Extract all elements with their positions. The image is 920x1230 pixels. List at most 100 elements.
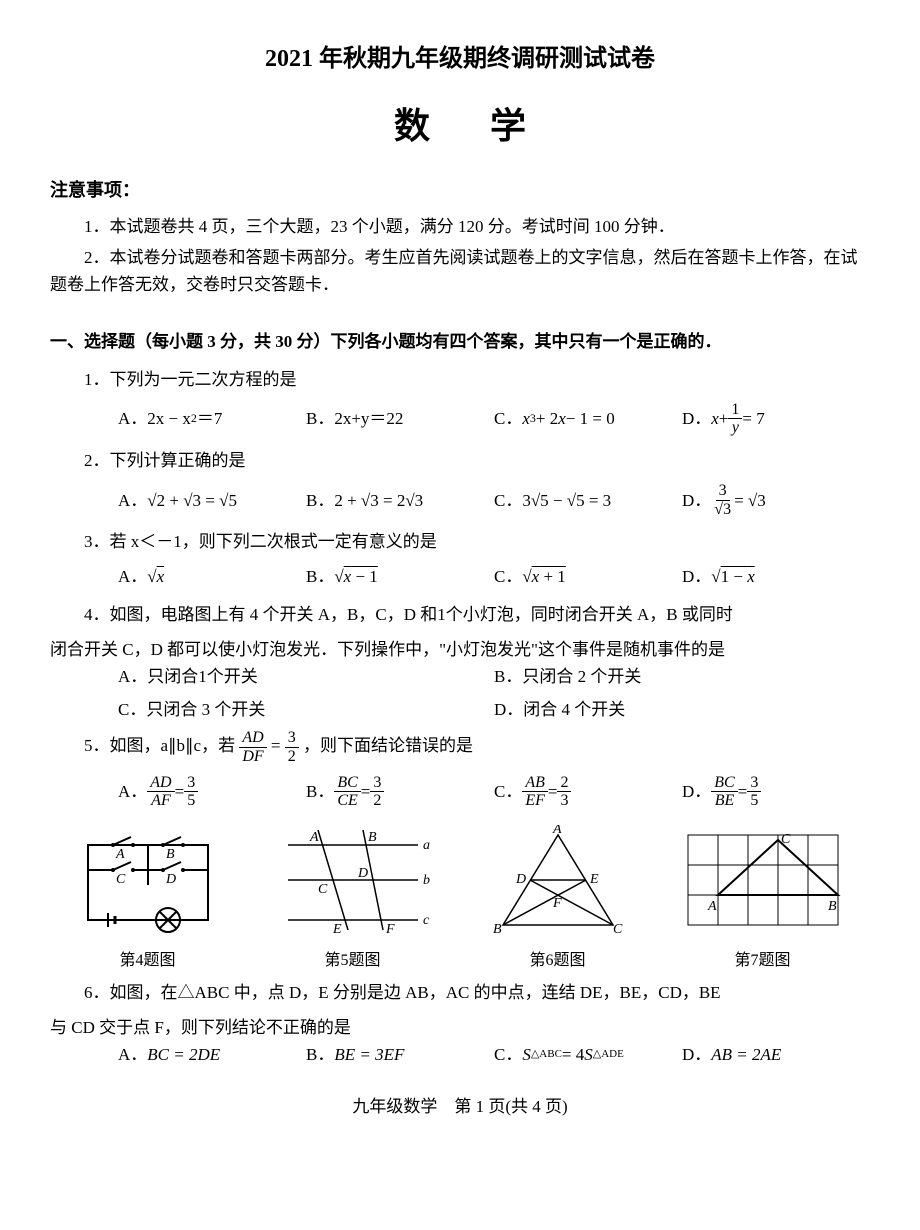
figure-7-caption: 第7题图 bbox=[678, 948, 848, 974]
q6-a-expr: BC = 2DE bbox=[147, 1041, 220, 1068]
q6-opt-b: B．BE = 3EF bbox=[306, 1041, 494, 1068]
q1-d-frac: 1y bbox=[728, 401, 742, 437]
q6-opt-c: C．S△ABC = 4S△ADE bbox=[494, 1041, 682, 1068]
q5-c-n: AB bbox=[522, 774, 548, 793]
question-6-stem-2: 与 CD 交于点 F，则下列结论不正确的是 bbox=[50, 1014, 870, 1041]
q2-opt-a: A．√2 + √3 = √5 bbox=[118, 487, 306, 514]
q5-d-rd: 5 bbox=[747, 792, 761, 810]
q2-opt-d: D． 3√3 = √3 bbox=[682, 482, 870, 518]
q6-b-pre: B． bbox=[306, 1041, 334, 1068]
q1-d-x: x bbox=[711, 405, 719, 432]
svg-text:B: B bbox=[368, 830, 377, 845]
q6-c-eq: = 4 bbox=[562, 1041, 584, 1068]
q5-f1-den: DF bbox=[239, 748, 266, 766]
q5-a-rn: 3 bbox=[184, 774, 198, 793]
q1-c-post: − 1 = 0 bbox=[566, 405, 615, 432]
svg-text:D: D bbox=[165, 872, 176, 887]
question-1-options: A．2x − x2＝7 B．2x+y＝22 C．x3 + 2x − 1 = 0 … bbox=[118, 401, 870, 437]
q5-stem-mid: = bbox=[271, 736, 285, 755]
question-6-stem-1: 6．如图，在△ABC 中，点 D，E 分别是边 AB，AC 的中点，连结 DE，… bbox=[50, 979, 870, 1006]
q1-opt-a: A．2x − x2＝7 bbox=[118, 405, 306, 432]
q1-d-eq: = 7 bbox=[742, 405, 764, 432]
svg-text:A: A bbox=[552, 825, 562, 837]
q3-d-x: x bbox=[747, 567, 755, 586]
q3-opt-b: B．√x − 1 bbox=[306, 563, 494, 590]
q1-c-x2: x bbox=[558, 405, 566, 432]
q3-c-post: + 1 bbox=[539, 567, 566, 586]
q2-d-den: √3 bbox=[711, 501, 734, 519]
q5-d-rn: 3 bbox=[747, 774, 761, 793]
q5-d-n: BC bbox=[711, 774, 737, 793]
question-4-stem-2: 闭合开关 C，D 都可以使小灯泡发光．下列操作中，"小灯泡发光"这个事件是随机事… bbox=[50, 636, 870, 663]
figure-4-caption: 第4题图 bbox=[73, 948, 223, 974]
q1-a-post: ＝7 bbox=[197, 405, 223, 432]
svg-text:E: E bbox=[332, 922, 342, 935]
q1-opt-c: C．x3 + 2x − 1 = 0 bbox=[494, 405, 682, 432]
q5-a-rd: 5 bbox=[184, 792, 198, 810]
svg-text:F: F bbox=[552, 896, 562, 911]
svg-text:A: A bbox=[707, 899, 717, 914]
q5-d-eq: = bbox=[738, 778, 748, 805]
svg-text:B: B bbox=[493, 922, 502, 935]
q3-a-x: x bbox=[157, 563, 165, 590]
q3-opt-a: A．√x bbox=[118, 563, 306, 590]
q6-c-s1: S bbox=[522, 1041, 531, 1068]
q5-b-n: BC bbox=[334, 774, 360, 793]
q5-f2-den: 2 bbox=[285, 748, 299, 766]
q3-b-post: − 1 bbox=[351, 567, 378, 586]
svg-text:C: C bbox=[781, 832, 791, 847]
svg-text:B: B bbox=[828, 899, 837, 914]
q6-d-pre: D． bbox=[682, 1041, 711, 1068]
figure-6-caption: 第6题图 bbox=[483, 948, 633, 974]
notice-item-2: 2．本试卷分试题卷和答题卡两部分。考生应首先阅读试题卷上的文字信息，然后在答题卡… bbox=[50, 244, 870, 298]
q6-c-sub2: △ADE bbox=[593, 1046, 624, 1064]
q5-a-pre: A． bbox=[118, 778, 147, 805]
notice-header: 注意事项： bbox=[50, 176, 870, 205]
q1-opt-b: B．2x+y＝22 bbox=[306, 405, 494, 432]
figure-7: A B C 第7题图 bbox=[678, 825, 848, 974]
q6-c-sub1: △ABC bbox=[531, 1046, 562, 1064]
q5-a-n: AD bbox=[147, 774, 174, 793]
notice-item-1: 1．本试题卷共 4 页，三个大题，23 个小题，满分 120 分。考试时间 10… bbox=[50, 213, 870, 240]
figure-5-svg: A B a C D b E F c bbox=[268, 825, 438, 935]
svg-text:C: C bbox=[613, 922, 623, 935]
q5-b-eq: = bbox=[361, 778, 371, 805]
q3-a-pre: A．√ bbox=[118, 563, 157, 590]
question-3-stem: 3．若 x＜－1，则下列二次根式一定有意义的是 bbox=[84, 528, 870, 555]
svg-text:C: C bbox=[116, 872, 126, 887]
svg-text:c: c bbox=[423, 913, 430, 928]
question-6-options: A．BC = 2DE B．BE = 3EF C．S△ABC = 4S△ADE D… bbox=[118, 1041, 870, 1068]
q1-c-pre: C． bbox=[494, 405, 522, 432]
q5-f2-num: 3 bbox=[285, 729, 299, 748]
q6-c-pre: C． bbox=[494, 1041, 522, 1068]
q5-stem-frac2: 32 bbox=[285, 729, 299, 765]
q3-d-pre: D．√ bbox=[682, 563, 721, 590]
figures-row: A B C D 第4题图 A B a C D b E F c 第5题图 bbox=[50, 825, 870, 974]
q2-d-frac: 3√3 bbox=[711, 482, 734, 518]
q5-c-pre: C． bbox=[494, 778, 522, 805]
q5-stem-pre: 5．如图，a∥b∥c，若 bbox=[84, 736, 239, 755]
q6-b-expr: BE = 3EF bbox=[334, 1041, 404, 1068]
figure-6-svg: A D E F B C bbox=[483, 825, 633, 935]
figure-5: A B a C D b E F c 第5题图 bbox=[268, 825, 438, 974]
q1-d-pre: D． bbox=[682, 405, 711, 432]
q5-c-rd: 3 bbox=[557, 792, 571, 810]
q3-opt-c: C．√x + 1 bbox=[494, 563, 682, 590]
q6-c-s2: S bbox=[584, 1041, 593, 1068]
figure-4-svg: A B C D bbox=[73, 825, 223, 935]
figure-5-caption: 第5题图 bbox=[268, 948, 438, 974]
q5-b-d: CE bbox=[334, 792, 360, 810]
q1-c-mid: + 2 bbox=[536, 405, 558, 432]
q4-opt-b: B．只闭合 2 个开关 bbox=[494, 663, 870, 690]
q3-b-pre: B．√ bbox=[306, 563, 344, 590]
svg-text:B: B bbox=[166, 847, 175, 862]
question-5-options: A． ADAF = 35 B． BCCE = 32 C． ABEF = 23 D… bbox=[118, 774, 870, 810]
q5-stem-frac1: ADDF bbox=[239, 729, 266, 765]
q4-opt-a: A．只闭合1个开关 bbox=[118, 663, 494, 690]
q2-d-num: 3 bbox=[716, 482, 730, 501]
q5-d-pre: D． bbox=[682, 778, 711, 805]
question-4-options-row2: C．只闭合 3 个开关 D．闭合 4 个开关 bbox=[118, 696, 870, 723]
question-3-options: A．√x B．√x − 1 C．√x + 1 D．√1 − x bbox=[118, 563, 870, 590]
q5-opt-a: A． ADAF = 35 bbox=[118, 774, 306, 810]
q5-c-rn: 2 bbox=[557, 774, 571, 793]
